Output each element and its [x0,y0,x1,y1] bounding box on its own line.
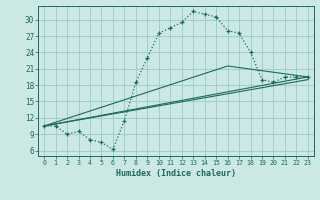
X-axis label: Humidex (Indice chaleur): Humidex (Indice chaleur) [116,169,236,178]
